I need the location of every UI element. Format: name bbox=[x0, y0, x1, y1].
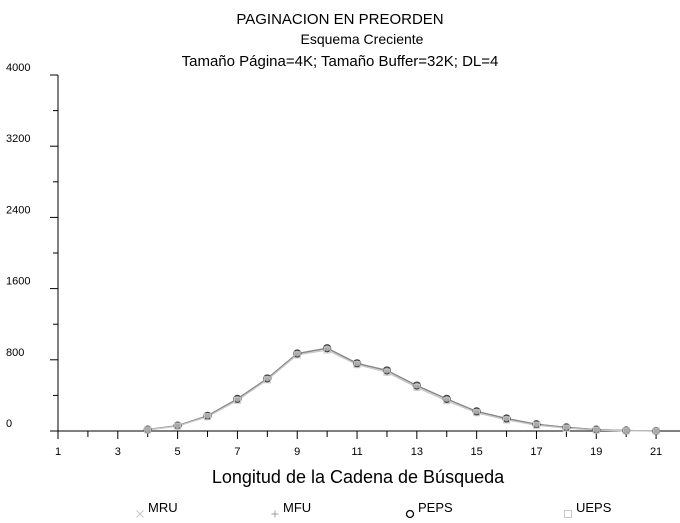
series-line bbox=[147, 349, 657, 432]
marker bbox=[564, 510, 572, 518]
marker bbox=[144, 426, 152, 434]
marker bbox=[322, 344, 332, 353]
marker bbox=[233, 396, 241, 404]
marker bbox=[622, 427, 630, 435]
y-tick-label: 1600 bbox=[6, 276, 30, 288]
legend-label: PEPS bbox=[418, 500, 453, 515]
marker bbox=[352, 359, 362, 368]
legend-label: MRU bbox=[148, 500, 178, 515]
marker bbox=[651, 426, 661, 436]
x-tick-label: 21 bbox=[650, 446, 662, 458]
marker bbox=[263, 374, 272, 383]
y-tick-label: 3200 bbox=[6, 133, 30, 145]
x-tick-label: 13 bbox=[411, 446, 423, 458]
marker bbox=[592, 426, 600, 434]
marker bbox=[442, 394, 451, 404]
marker bbox=[412, 381, 421, 390]
marker bbox=[532, 421, 540, 429]
marker bbox=[383, 368, 391, 376]
marker bbox=[405, 509, 415, 519]
marker bbox=[413, 383, 421, 391]
marker bbox=[323, 346, 331, 354]
marker bbox=[443, 397, 451, 405]
marker bbox=[293, 351, 301, 359]
marker bbox=[652, 427, 660, 435]
marker bbox=[353, 361, 361, 369]
marker bbox=[503, 416, 511, 424]
marker bbox=[271, 510, 279, 518]
y-tick-label: 800 bbox=[6, 347, 24, 359]
marker bbox=[293, 349, 302, 358]
marker bbox=[136, 510, 144, 518]
x-tick-label: 5 bbox=[175, 446, 181, 458]
x-tick-label: 9 bbox=[294, 446, 300, 458]
series-line bbox=[147, 347, 657, 432]
y-tick-label: 2400 bbox=[6, 204, 30, 216]
marker bbox=[382, 366, 392, 375]
marker bbox=[263, 376, 271, 384]
chart-subtitle: Tamaño Página=4K; Tamaño Buffer=32K; DL=… bbox=[182, 53, 499, 70]
marker bbox=[502, 414, 511, 423]
y-tick-label: 0 bbox=[6, 418, 12, 430]
marker bbox=[174, 422, 182, 430]
marker bbox=[473, 409, 481, 417]
x-tick-label: 15 bbox=[471, 446, 483, 458]
x-tick-label: 11 bbox=[351, 446, 362, 458]
marker bbox=[233, 394, 242, 404]
x-tick-label: 17 bbox=[530, 446, 542, 458]
x-tick-label: 19 bbox=[590, 446, 602, 458]
marker bbox=[204, 413, 212, 421]
x-axis-label: Longitud de la Cadena de Búsqueda bbox=[212, 467, 505, 487]
x-tick-label: 3 bbox=[115, 446, 121, 458]
y-tick-label: 4000 bbox=[6, 62, 30, 74]
legend-label: MFU bbox=[283, 500, 311, 515]
marker bbox=[472, 407, 481, 416]
x-tick-label: 1 bbox=[55, 446, 61, 458]
series-line bbox=[147, 347, 657, 432]
chart-subtitle: Esquema Creciente bbox=[301, 31, 424, 47]
x-tick-label: 7 bbox=[234, 446, 240, 458]
marker bbox=[562, 424, 570, 432]
legend-label: UEPS bbox=[576, 500, 612, 515]
series-line bbox=[147, 347, 657, 432]
chart-title: PAGINACION EN PREORDEN bbox=[236, 11, 443, 28]
